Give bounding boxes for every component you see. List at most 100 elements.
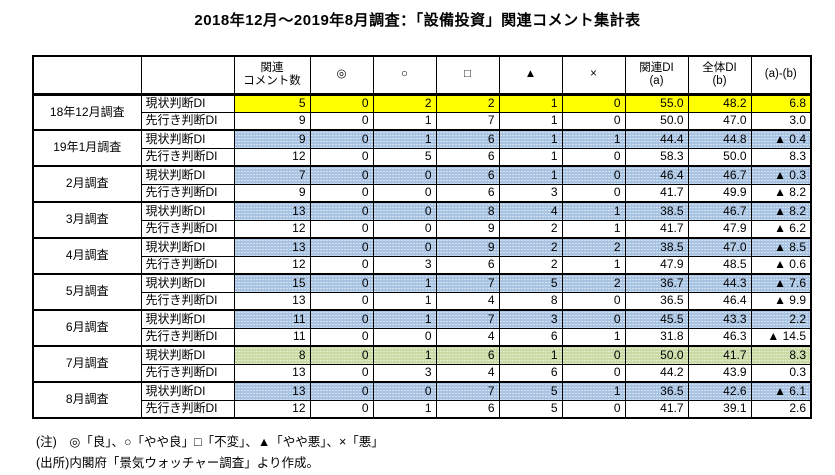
- value-cell: 12: [233, 219, 311, 239]
- value-cell: ▲ 6.2: [750, 219, 812, 239]
- value-cell: 0: [309, 363, 374, 383]
- value-cell: 0: [372, 327, 437, 347]
- value-cell: 4: [498, 201, 563, 221]
- value-cell: 1: [561, 219, 626, 239]
- value-cell: 0: [561, 111, 626, 131]
- value-cell: 44.3: [687, 273, 752, 293]
- value-cell: 4: [435, 363, 500, 383]
- value-cell: 8: [498, 291, 563, 311]
- note-legend: (注) ◎「良」、○「やや良」□「不変」、▲「やや悪」、×「悪」: [36, 435, 384, 449]
- value-cell: 0: [561, 399, 626, 419]
- value-cell: 8: [233, 345, 311, 365]
- table-row: 3月調査 現状判断DI 13 0 0 8 4 1 38.5 46.7 ▲ 8.2: [32, 201, 812, 239]
- header-related-di: 関連DI (a): [624, 55, 689, 96]
- value-cell: 6: [435, 183, 500, 203]
- row-label: 現状判断DI: [140, 237, 235, 257]
- value-cell: 1: [498, 165, 563, 185]
- value-cell: 50.0: [687, 147, 752, 167]
- row-label: 先行き判断DI: [140, 291, 235, 311]
- row-label: 先行き判断DI: [140, 147, 235, 167]
- value-cell: 44.4: [624, 129, 689, 149]
- value-cell: 0: [309, 183, 374, 203]
- table-row: 先行き判断DI 12 0 5 6 1 0 58.3 50.0 8.3: [33, 147, 812, 167]
- value-cell: 0: [309, 219, 374, 239]
- month-cell: 2月調査: [32, 165, 142, 203]
- value-cell: 36.7: [624, 273, 689, 293]
- value-cell: 7: [435, 273, 500, 293]
- value-cell: 0: [309, 309, 374, 329]
- month-cell: 4月調査: [32, 237, 142, 275]
- value-cell: 0: [309, 237, 374, 257]
- value-cell: 0.3: [750, 363, 812, 383]
- value-cell: ▲ 7.6: [750, 273, 812, 293]
- value-cell: 2: [498, 255, 563, 275]
- value-cell: 2: [372, 93, 437, 113]
- table-row: 18年12月調査 現状判断DI 5 0 2 2 1 0 55.0 48.2 6.8: [32, 93, 812, 131]
- value-cell: ▲ 0.6: [750, 255, 812, 275]
- table-row: 8月調査 現状判断DI 13 0 0 7 5 1 36.5 42.6 ▲ 6.1: [32, 381, 812, 419]
- month-cell: 18年12月調査: [32, 93, 142, 131]
- value-cell: 50.0: [624, 111, 689, 131]
- header-symbol-2: □: [435, 55, 500, 96]
- value-cell: 13: [233, 363, 311, 383]
- note-source: (出所)内閣府「景気ウォッチャー調査」より作成。: [36, 456, 319, 470]
- value-cell: 44.8: [687, 129, 752, 149]
- header-month: [32, 55, 142, 96]
- value-cell: 12: [233, 399, 311, 419]
- value-cell: 7: [435, 309, 500, 329]
- value-cell: 1: [372, 273, 437, 293]
- value-cell: 0: [561, 165, 626, 185]
- value-cell: 7: [435, 111, 500, 131]
- value-cell: 1: [498, 147, 563, 167]
- row-label: 現状判断DI: [140, 129, 235, 149]
- value-cell: 2: [561, 273, 626, 293]
- value-cell: 1: [372, 111, 437, 131]
- value-cell: 0: [309, 399, 374, 419]
- value-cell: 3: [372, 255, 437, 275]
- value-cell: 46.7: [687, 201, 752, 221]
- table-row: 19年1月調査 現状判断DI 9 0 1 6 1 1 44.4 44.8 ▲ 0.4: [32, 129, 812, 167]
- value-cell: 31.8: [624, 327, 689, 347]
- value-cell: 3: [498, 309, 563, 329]
- table-row: 4月調査 現状判断DI 13 0 0 9 2 2 38.5 47.0 ▲ 8.5: [32, 237, 812, 275]
- value-cell: 0: [309, 291, 374, 311]
- row-label: 先行き判断DI: [140, 399, 235, 419]
- value-cell: 46.4: [687, 291, 752, 311]
- value-cell: 0: [309, 345, 374, 365]
- value-cell: ▲ 0.4: [750, 129, 812, 149]
- value-cell: 0: [372, 381, 437, 401]
- value-cell: 2.2: [750, 309, 812, 329]
- value-cell: 47.9: [624, 255, 689, 275]
- value-cell: 0: [372, 165, 437, 185]
- value-cell: ▲ 8.2: [750, 183, 812, 203]
- value-cell: 2: [561, 237, 626, 257]
- value-cell: 39.1: [687, 399, 752, 419]
- value-cell: 6: [435, 399, 500, 419]
- table-row: 2月調査 現状判断DI 7 0 0 6 1 0 46.4 46.7 ▲ 0.3: [32, 165, 812, 203]
- value-cell: 1: [561, 129, 626, 149]
- value-cell: 5: [498, 381, 563, 401]
- value-cell: 13: [233, 291, 311, 311]
- value-cell: ▲ 9.9: [750, 291, 812, 311]
- value-cell: 13: [233, 381, 311, 401]
- value-cell: 47.0: [687, 237, 752, 257]
- value-cell: 2.6: [750, 399, 812, 419]
- value-cell: 0: [561, 309, 626, 329]
- row-label: 現状判断DI: [140, 381, 235, 401]
- value-cell: 2: [498, 237, 563, 257]
- header-row: 関連 コメント数 ◎ ○ □ ▲ × 関連DI (a) 全体DI (b) (a)-(b): [32, 55, 812, 96]
- value-cell: 46.3: [687, 327, 752, 347]
- value-cell: 0: [561, 363, 626, 383]
- table-row: 先行き判断DI 9 0 0 6 3 0 41.7 49.9 ▲ 8.2: [33, 183, 812, 203]
- month-cell: 19年1月調査: [32, 129, 142, 167]
- table-row: 先行き判断DI 12 0 1 6 5 0 41.7 39.1 2.6: [33, 399, 812, 419]
- value-cell: 0: [561, 93, 626, 113]
- table-row: 先行き判断DI 12 0 0 9 2 1 41.7 47.9 ▲ 6.2: [33, 219, 812, 239]
- value-cell: 0: [372, 219, 437, 239]
- value-cell: 41.7: [624, 183, 689, 203]
- value-cell: 13: [233, 237, 311, 257]
- value-cell: 0: [309, 165, 374, 185]
- value-cell: 1: [372, 399, 437, 419]
- value-cell: 1: [561, 255, 626, 275]
